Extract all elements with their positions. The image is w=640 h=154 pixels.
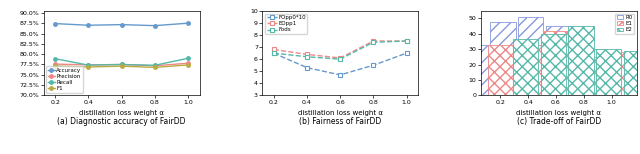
FOpp0*10 bbox=[270, 52, 278, 54]
Bar bbox=[488, 45, 513, 95]
F1 bbox=[184, 64, 192, 66]
Precision bbox=[184, 62, 192, 64]
Bar bbox=[463, 45, 488, 95]
Recall bbox=[118, 64, 125, 65]
EOpp1 bbox=[403, 40, 410, 42]
Bar bbox=[599, 52, 624, 95]
EOpp1 bbox=[303, 53, 311, 55]
Recall bbox=[184, 57, 192, 59]
Fods bbox=[369, 41, 377, 43]
Bar bbox=[543, 31, 568, 95]
Bar bbox=[518, 17, 543, 95]
X-axis label: distillation loss weight α: distillation loss weight α bbox=[516, 110, 601, 116]
Bar bbox=[624, 51, 640, 95]
Fods bbox=[270, 52, 278, 54]
Fods bbox=[403, 40, 410, 42]
Recall bbox=[51, 58, 59, 60]
FOpp0*10 bbox=[337, 74, 344, 76]
Bar bbox=[490, 22, 516, 95]
Bar bbox=[596, 49, 621, 95]
Title: (a) Diagnostic accuracy of FairDD: (a) Diagnostic accuracy of FairDD bbox=[58, 117, 186, 126]
Line: Precision: Precision bbox=[53, 61, 189, 67]
Line: Recall: Recall bbox=[53, 57, 189, 67]
Recall bbox=[84, 64, 92, 66]
Bar bbox=[574, 49, 599, 95]
Line: FOpp0*10: FOpp0*10 bbox=[272, 51, 408, 77]
Accuracy bbox=[184, 22, 192, 24]
Title: (b) Fairness of FairDD: (b) Fairness of FairDD bbox=[299, 117, 381, 126]
Precision bbox=[84, 64, 92, 66]
FOpp0*10 bbox=[403, 52, 410, 54]
Legend: Accuracy, Precision, Recall, F1: Accuracy, Precision, Recall, F1 bbox=[46, 66, 83, 93]
F1 bbox=[118, 65, 125, 67]
F1 bbox=[151, 67, 159, 68]
F1 bbox=[84, 66, 92, 68]
FOpp0*10 bbox=[303, 67, 311, 69]
Line: F1: F1 bbox=[53, 63, 189, 69]
Line: EOpp1: EOpp1 bbox=[272, 39, 408, 60]
Bar bbox=[513, 38, 538, 95]
EOpp1 bbox=[369, 40, 377, 42]
F1 bbox=[51, 65, 59, 67]
Accuracy bbox=[84, 24, 92, 26]
Line: Fods: Fods bbox=[272, 39, 408, 61]
X-axis label: distillation loss weight α: distillation loss weight α bbox=[298, 110, 383, 116]
EOpp1 bbox=[270, 49, 278, 50]
Bar bbox=[546, 26, 572, 95]
Fods bbox=[337, 58, 344, 60]
Accuracy bbox=[118, 24, 125, 26]
FOpp0*10 bbox=[369, 64, 377, 66]
Bar bbox=[516, 45, 541, 95]
Precision bbox=[151, 65, 159, 67]
Accuracy bbox=[151, 25, 159, 27]
EOpp1 bbox=[337, 57, 344, 59]
Recall bbox=[151, 64, 159, 66]
Precision bbox=[51, 63, 59, 65]
Accuracy bbox=[51, 23, 59, 24]
Bar bbox=[572, 57, 596, 95]
Legend: R0, E1, E2: R0, E1, E2 bbox=[615, 14, 634, 34]
Title: (c) Trade-off of FairDD: (c) Trade-off of FairDD bbox=[516, 117, 601, 126]
Fods bbox=[303, 56, 311, 58]
Precision bbox=[118, 64, 125, 65]
Line: Accuracy: Accuracy bbox=[53, 21, 189, 27]
Legend: FOpp0*10, EOpp1, Fods: FOpp0*10, EOpp1, Fods bbox=[265, 14, 307, 34]
X-axis label: distillation loss weight α: distillation loss weight α bbox=[79, 110, 164, 116]
Bar bbox=[568, 26, 593, 95]
Bar bbox=[541, 34, 566, 95]
